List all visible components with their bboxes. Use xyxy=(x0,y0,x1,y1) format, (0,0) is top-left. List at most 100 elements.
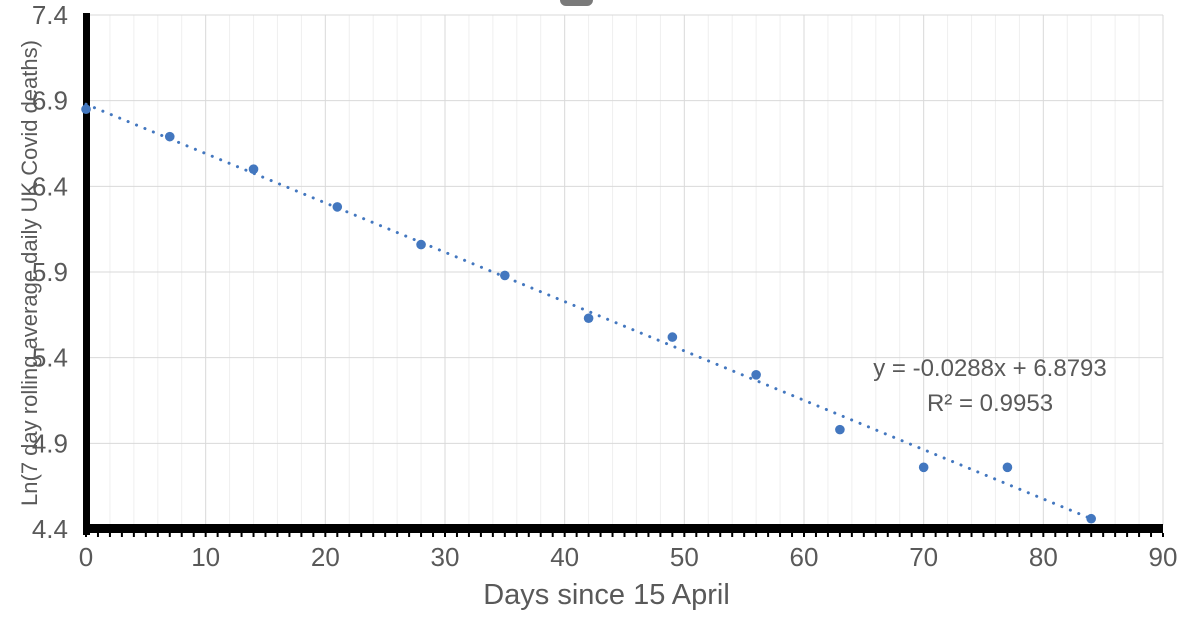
x-axis-minor-tick xyxy=(491,533,494,537)
x-axis-minor-tick xyxy=(276,533,279,537)
x-axis-minor-tick xyxy=(1018,533,1021,537)
cropped-title-fragment xyxy=(560,0,593,6)
x-axis-minor-tick xyxy=(659,533,662,537)
x-tick-label: 50 xyxy=(670,542,699,572)
x-axis-minor-tick xyxy=(444,533,446,537)
x-axis-minor-tick xyxy=(336,533,339,537)
x-axis-minor-tick xyxy=(455,533,458,537)
x-axis-minor-tick xyxy=(132,533,135,537)
x-axis-minor-tick xyxy=(396,533,399,537)
x-axis-minor-tick xyxy=(623,533,626,537)
x-axis-minor-tick xyxy=(695,533,698,537)
x-axis-minor-tick xyxy=(922,533,925,537)
x-axis-minor-tick xyxy=(767,533,770,537)
x-axis-minor-tick xyxy=(1114,533,1117,537)
x-axis-minor-tick xyxy=(108,533,111,537)
trendline-r-squared: R² = 0.9953 xyxy=(926,390,1054,417)
x-axis-minor-tick xyxy=(204,533,207,537)
x-axis-minor-tick xyxy=(527,533,530,537)
x-axis-minor-tick xyxy=(1006,533,1009,537)
data-point xyxy=(918,462,929,473)
x-axis-minor-tick xyxy=(647,533,650,537)
y-tick-label: 7.4 xyxy=(32,0,68,30)
y-tick-label: 4.4 xyxy=(32,514,68,544)
x-axis-minor-tick xyxy=(994,533,997,537)
x-axis-minor-tick xyxy=(467,533,470,537)
x-axis-minor-tick xyxy=(934,533,937,537)
data-point xyxy=(164,131,175,142)
x-axis-minor-tick xyxy=(168,533,171,537)
x-axis-minor-tick xyxy=(958,533,961,537)
x-axis-minor-tick xyxy=(970,533,973,537)
x-axis-minor-tick xyxy=(599,533,602,537)
x-axis-minor-tick xyxy=(252,533,255,537)
x-axis-minor-tick xyxy=(719,533,722,537)
x-axis-minor-tick xyxy=(1066,533,1069,537)
x-axis-minor-tick xyxy=(803,533,805,537)
x-axis-minor-tick xyxy=(779,533,782,537)
x-axis-minor-tick xyxy=(300,533,303,537)
x-axis-minor-tick xyxy=(826,533,829,537)
data-point xyxy=(1086,513,1096,524)
data-point xyxy=(1002,462,1013,473)
x-axis-minor-tick xyxy=(1078,533,1081,537)
x-axis-minor-tick xyxy=(850,533,853,537)
data-point xyxy=(751,370,761,380)
x-axis-minor-tick xyxy=(1054,533,1057,537)
x-axis-minor-tick xyxy=(862,533,865,537)
x-axis-minor-tick xyxy=(563,533,566,537)
x-axis-minor-tick xyxy=(1030,533,1033,537)
x-axis-minor-tick xyxy=(408,533,411,537)
x-axis-minor-tick xyxy=(1102,533,1105,537)
data-point xyxy=(416,239,426,250)
y-tick-label: 6.4 xyxy=(32,171,68,201)
x-axis-minor-tick xyxy=(743,533,746,537)
x-tick-label: 60 xyxy=(790,542,819,572)
y-axis-title: Ln(7 day rolling average daily UK Covid … xyxy=(17,40,42,506)
x-axis-minor-tick xyxy=(479,533,482,537)
x-axis-minor-tick xyxy=(982,533,985,537)
x-axis-minor-tick xyxy=(1150,533,1153,537)
x-axis-minor-tick xyxy=(575,533,578,537)
x-axis-minor-tick xyxy=(635,533,638,537)
x-axis-minor-tick xyxy=(1126,533,1129,537)
x-axis-minor-tick xyxy=(420,533,423,537)
x-axis-minor-tick xyxy=(683,533,686,537)
x-tick-label: 90 xyxy=(1149,542,1178,572)
x-axis-minor-tick xyxy=(551,533,554,537)
x-axis-minor-tick xyxy=(312,533,315,537)
x-axis-minor-tick xyxy=(791,533,794,537)
x-tick-label: 20 xyxy=(311,542,340,572)
x-axis-minor-tick xyxy=(814,533,817,537)
x-axis-minor-tick xyxy=(1138,533,1141,537)
x-axis-minor-tick xyxy=(324,533,327,537)
x-tick-label: 80 xyxy=(1029,542,1058,572)
data-point xyxy=(81,104,91,115)
data-point xyxy=(667,332,678,342)
x-axis-minor-tick xyxy=(755,533,758,537)
x-axis-minor-tick xyxy=(372,533,375,537)
x-axis-minor-tick xyxy=(432,533,435,537)
x-axis-minor-tick xyxy=(228,533,231,537)
data-point xyxy=(500,270,510,281)
x-axis-minor-tick xyxy=(503,533,506,537)
x-axis-minor-tick xyxy=(348,533,351,537)
x-axis-minor-tick xyxy=(288,533,291,537)
x-axis-minor-tick xyxy=(886,533,889,537)
x-axis-minor-tick xyxy=(898,533,901,537)
trendline-equation: y = -0.0288x + 6.8793 xyxy=(873,355,1107,382)
y-tick-label: 6.9 xyxy=(32,86,68,116)
x-axis-minor-tick xyxy=(1090,533,1093,537)
x-axis-minor-tick xyxy=(1042,533,1045,537)
x-axis-minor-tick xyxy=(120,533,123,537)
x-axis-line xyxy=(83,524,1163,533)
x-axis-minor-tick xyxy=(671,533,674,537)
x-axis-minor-tick xyxy=(731,533,734,537)
x-axis-minor-tick xyxy=(539,533,542,537)
x-axis-minor-tick xyxy=(1162,533,1164,537)
x-axis-minor-tick xyxy=(85,533,87,537)
x-tick-label: 30 xyxy=(431,542,460,572)
x-axis-minor-tick xyxy=(611,533,614,537)
